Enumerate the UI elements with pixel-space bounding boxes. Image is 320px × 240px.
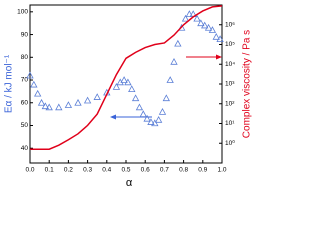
x-tick-label: 0.8 <box>179 167 188 174</box>
data-point <box>34 89 42 97</box>
data-point <box>37 98 46 106</box>
data-point <box>197 19 205 27</box>
y2-tick-label: 10⁰ <box>225 139 235 147</box>
data-point <box>181 14 190 22</box>
data-point <box>216 35 224 43</box>
data-point <box>204 23 213 31</box>
data-point <box>158 108 167 115</box>
data-point <box>112 83 121 90</box>
y2-tick-label: 10⁴ <box>225 61 235 68</box>
data-point <box>41 102 50 110</box>
y2-tick-label: 10⁵ <box>225 41 235 48</box>
y-tick-label: 100 <box>17 9 28 16</box>
data-point <box>143 114 151 122</box>
chart: α Eα / kJ mol⁻¹ Complex viscosity / Pa s… <box>4 4 253 189</box>
x-tick-label: 0.4 <box>102 167 111 174</box>
y2-tick-label: 10¹ <box>225 120 235 127</box>
data-point <box>162 94 170 102</box>
data-point <box>208 26 217 33</box>
plot-frame <box>29 4 223 164</box>
y-tick-label: 90 <box>21 31 29 38</box>
data-point <box>128 85 136 93</box>
data-point <box>26 71 34 79</box>
y2-axis-label: Complex viscosity / Pa s <box>242 30 253 138</box>
data-point <box>120 76 128 83</box>
y2-tick-label: 10³ <box>225 81 235 88</box>
y-tick-label: 60 <box>21 99 29 106</box>
y-tick-label: 40 <box>21 145 29 152</box>
data-point <box>151 119 159 127</box>
data-point <box>30 80 38 88</box>
y-tick-label: 50 <box>21 122 29 129</box>
data-point <box>93 93 101 100</box>
x-tick-label: 0.5 <box>121 167 130 174</box>
x-tick-label: 0.9 <box>198 167 207 174</box>
data-point <box>139 110 147 118</box>
data-point <box>131 94 140 102</box>
y2-tick-label: 10² <box>225 100 235 107</box>
data-point <box>64 101 73 108</box>
data-point <box>154 115 163 123</box>
red-arrow <box>186 54 222 60</box>
y-axis-label: Eα / kJ mol⁻¹ <box>4 54 15 113</box>
data-point <box>185 10 194 17</box>
data-point <box>135 103 144 111</box>
x-tick-label: 0.0 <box>25 167 34 174</box>
data-point <box>170 57 178 65</box>
x-tick-label: 0.1 <box>45 167 54 174</box>
x-tick-label: 1.0 <box>217 167 226 174</box>
y-tick-label: 80 <box>21 54 29 61</box>
data-point <box>193 14 201 22</box>
data-point <box>147 118 155 125</box>
x-tick-label: 0.6 <box>141 167 150 174</box>
data-point <box>74 98 82 106</box>
data-point <box>166 76 174 83</box>
data-point <box>201 21 209 29</box>
data-point <box>83 96 92 104</box>
data-point <box>212 32 220 40</box>
x-axis-label: α <box>126 177 133 189</box>
data-point <box>124 78 132 86</box>
data-point <box>174 39 182 47</box>
x-tick-label: 0.2 <box>64 167 73 174</box>
x-tick-label: 0.7 <box>160 167 169 174</box>
y2-tick-label: 10⁶ <box>225 21 235 28</box>
y-tick-label: 70 <box>21 77 29 84</box>
data-line <box>30 5 223 150</box>
data-point <box>55 103 63 111</box>
data-point <box>45 103 53 111</box>
x-tick-label: 0.3 <box>83 167 92 174</box>
